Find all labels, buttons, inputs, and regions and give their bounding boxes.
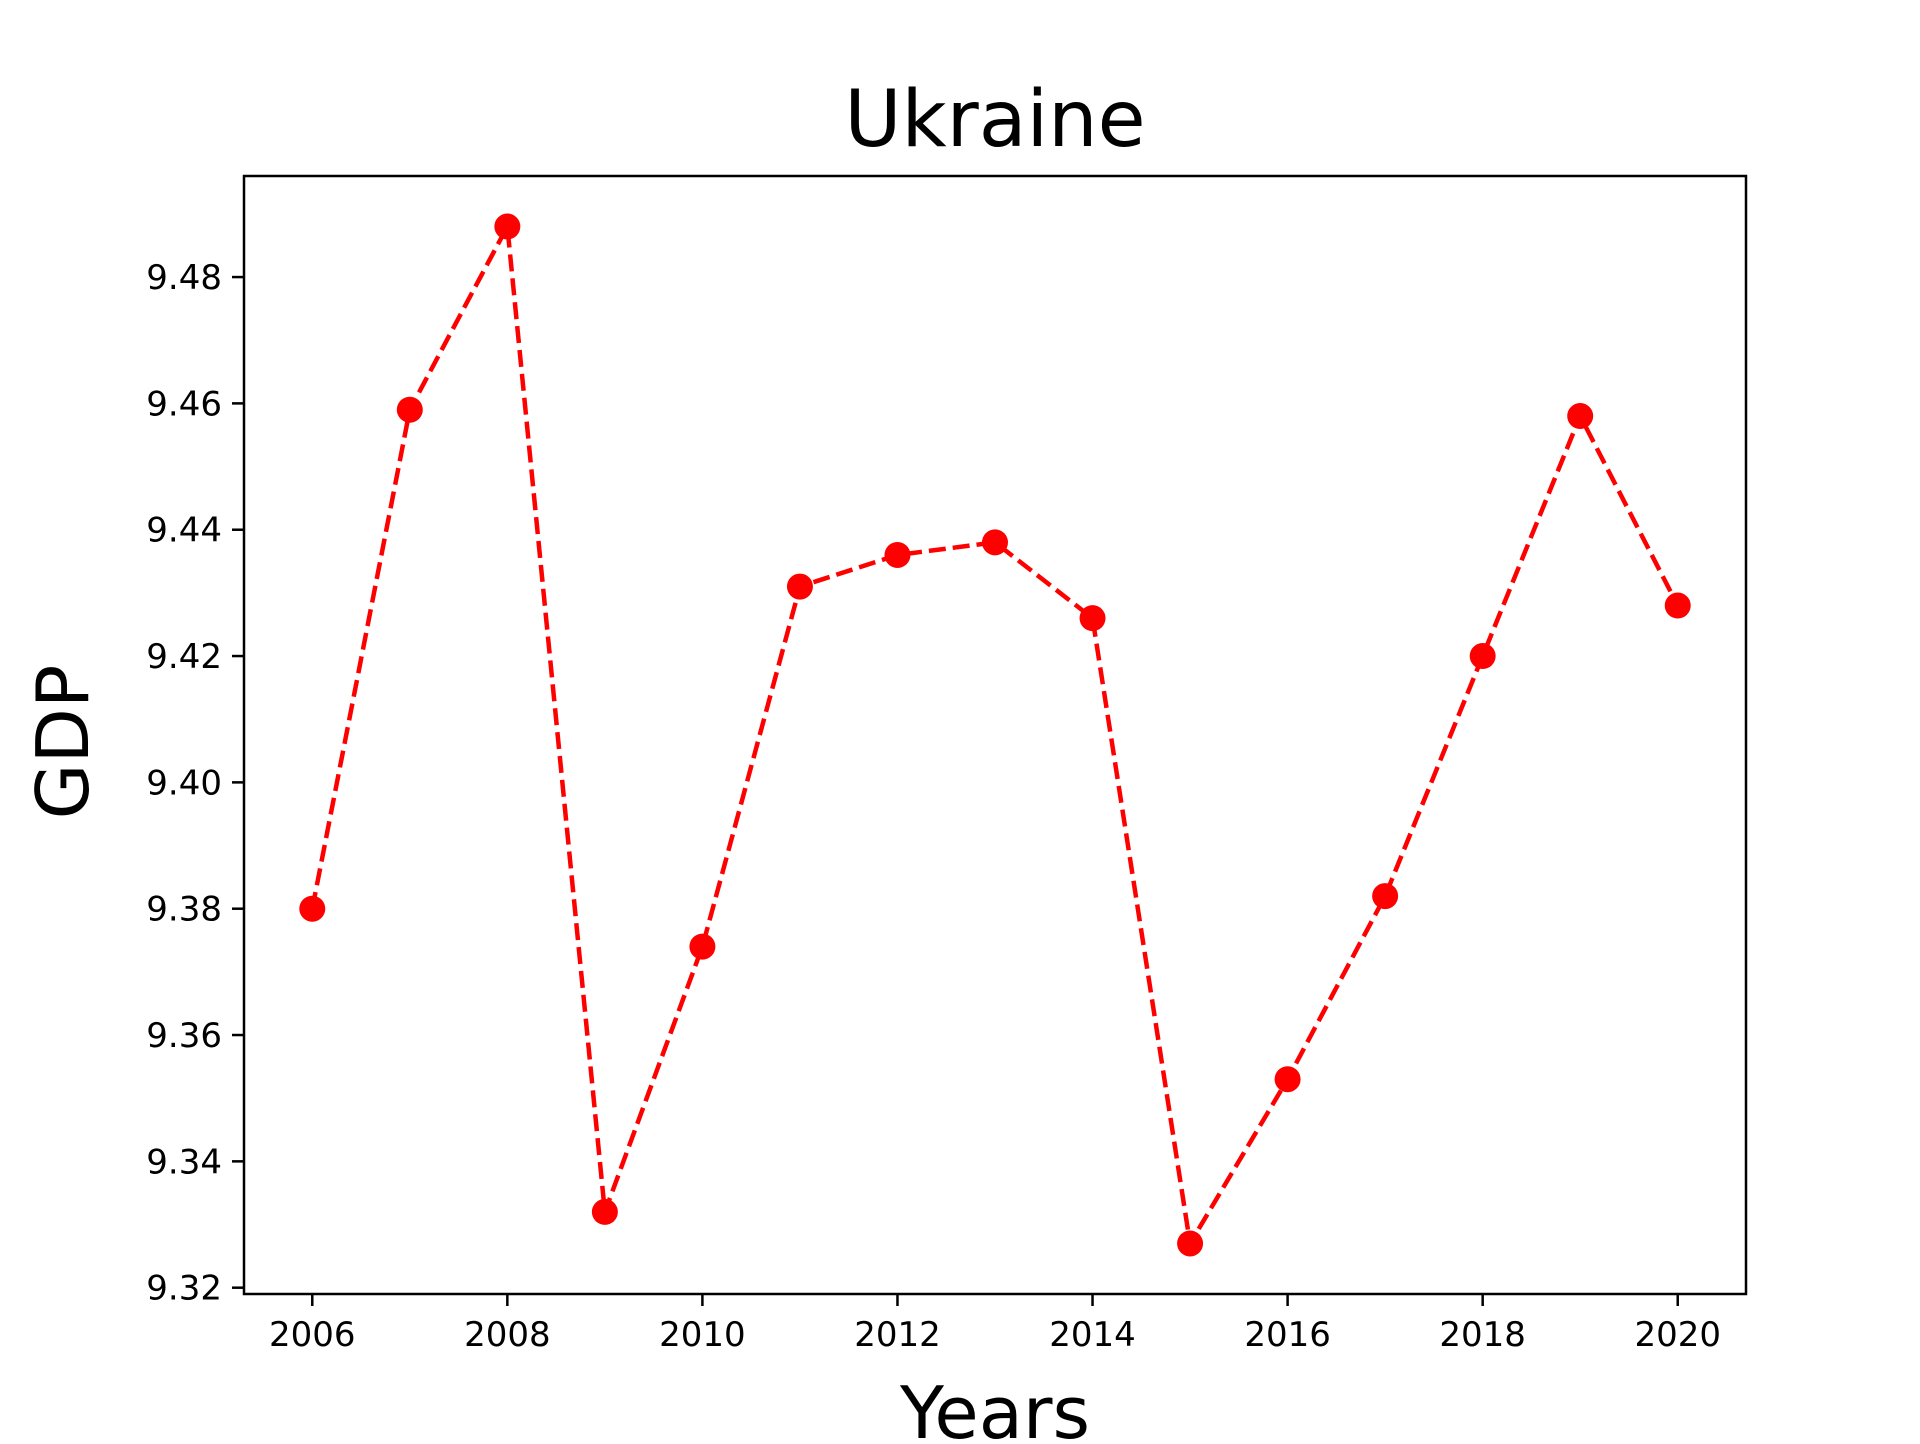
x-axis-ticks: 2006 2008 2010 2012 2014 2016 2018 2020 — [269, 1294, 1721, 1355]
x-axis-title: Years — [899, 1371, 1090, 1440]
data-point — [1567, 403, 1594, 430]
y-tick-label: 9.36 — [146, 1016, 222, 1056]
y-tick-label: 9.32 — [146, 1269, 222, 1309]
plot-series — [299, 213, 1691, 1257]
data-point — [591, 1198, 618, 1225]
data-point — [494, 213, 521, 240]
data-point — [884, 541, 911, 568]
x-tick-label: 2008 — [464, 1315, 551, 1355]
x-tick-label: 2006 — [269, 1315, 356, 1355]
data-point — [1274, 1066, 1301, 1093]
x-tick-label: 2018 — [1439, 1315, 1526, 1355]
x-tick-label: 2012 — [854, 1315, 941, 1355]
y-axis-title: GDP — [21, 665, 105, 820]
x-tick-label: 2016 — [1244, 1315, 1331, 1355]
chart-title: Ukraine — [844, 75, 1145, 165]
data-point — [786, 573, 813, 600]
y-tick-label: 9.34 — [146, 1142, 222, 1182]
y-axis-ticks: 9.32 9.34 9.36 9.38 9.40 9.42 9.44 9.46 9.48 — [146, 258, 244, 1309]
data-point — [396, 396, 423, 423]
data-point — [1079, 605, 1106, 632]
data-point — [1372, 883, 1399, 910]
data-point — [299, 895, 326, 922]
y-tick-label: 9.38 — [146, 890, 222, 930]
data-point — [982, 529, 1008, 556]
y-tick-label: 9.48 — [146, 258, 222, 298]
data-point — [689, 933, 716, 960]
series-line — [310, 218, 1680, 1250]
y-tick-label: 9.40 — [146, 763, 222, 803]
x-tick-label: 2010 — [659, 1315, 746, 1355]
data-point — [1177, 1230, 1204, 1257]
plot-frame — [242, 174, 1748, 1296]
data-point — [1664, 592, 1691, 619]
y-tick-label: 9.42 — [146, 637, 222, 677]
x-tick-label: 2020 — [1634, 1315, 1721, 1355]
x-tick-label: 2014 — [1049, 1315, 1136, 1355]
y-tick-label: 9.44 — [146, 511, 222, 551]
data-point — [1469, 643, 1496, 670]
y-tick-label: 9.46 — [146, 384, 222, 424]
